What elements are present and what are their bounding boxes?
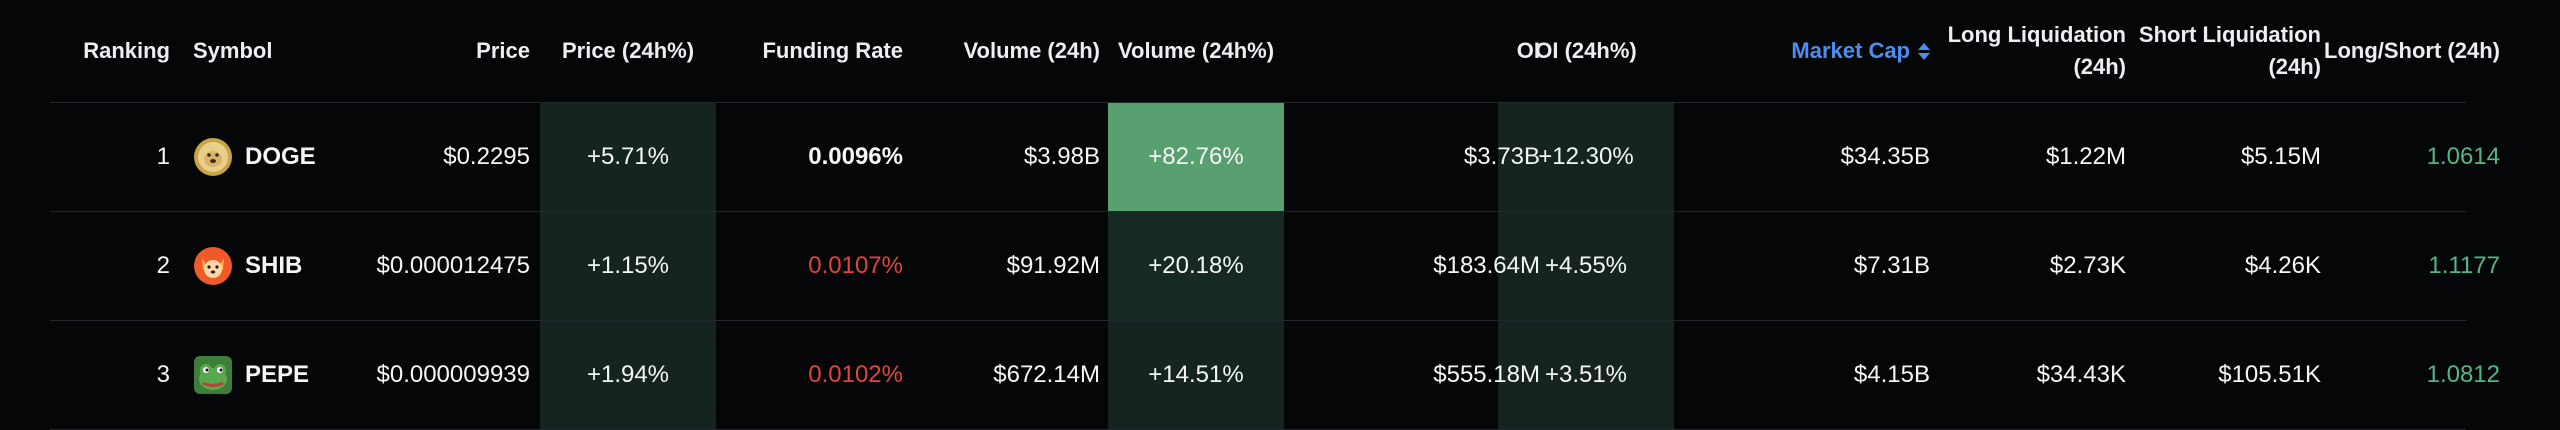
long-liquidation: $1.22M: [2045, 143, 2126, 170]
header-market-cap-label: Market Cap: [1791, 38, 1910, 63]
symbol-name: DOGE: [245, 143, 316, 170]
symbol-cell[interactable]: PEPE: [193, 321, 373, 429]
doge-coin-icon: [194, 138, 232, 176]
price-change: +1.15%: [586, 252, 670, 279]
open-interest: $3.73B: [1463, 143, 1540, 170]
header-market-cap[interactable]: Market Cap: [1690, 0, 1930, 102]
table-header: Ranking Symbol Price Price (24h%) Fundin…: [50, 0, 2500, 103]
price-change: +5.71%: [586, 143, 670, 170]
header-oi[interactable]: OI: [1516, 38, 1540, 63]
header-volume-24h-pct[interactable]: Volume (24h%): [1117, 38, 1275, 63]
market-cap: $7.31B: [1853, 252, 1930, 279]
volume: $91.92M: [1006, 252, 1100, 279]
header-symbol[interactable]: Symbol: [193, 38, 273, 63]
pepe-coin-icon: [194, 356, 232, 394]
volume-change: +14.51%: [1148, 361, 1244, 388]
header-short-liq-line2: (24h): [2268, 54, 2321, 79]
header-funding-rate[interactable]: Funding Rate: [762, 38, 903, 63]
sort-up-down-icon[interactable]: [1918, 42, 1930, 60]
short-liquidation: $4.26K: [2244, 252, 2321, 279]
volume-change: +20.18%: [1148, 252, 1244, 279]
symbol-name: PEPE: [245, 361, 310, 388]
open-interest: $555.18M: [1433, 361, 1540, 388]
short-liquidation: $105.51K: [2218, 361, 2321, 388]
header-short-liq-line1: Short Liquidation: [2138, 22, 2321, 47]
oi-change: +4.55%: [1544, 252, 1628, 279]
symbol-cell[interactable]: SHIB: [193, 212, 373, 320]
header-long-short[interactable]: Long/Short (24h): [2324, 38, 2500, 63]
oi-change: +3.51%: [1544, 361, 1628, 388]
rank: 1: [156, 143, 170, 170]
price-change-shade: [540, 212, 716, 320]
price-change-shade: [540, 321, 716, 429]
market-cap: $4.15B: [1853, 361, 1930, 388]
open-interest: $183.64M: [1433, 252, 1540, 279]
market-cap: $34.35B: [1840, 143, 1930, 170]
long-short-ratio: 1.0812: [2426, 361, 2500, 388]
long-liquidation: $2.73K: [2049, 252, 2126, 279]
volume: $672.14M: [993, 361, 1100, 388]
symbol-cell[interactable]: DOGE: [193, 103, 373, 211]
price-change-shade: [540, 103, 716, 211]
table-row[interactable]: 1 DOGE $0.2295 +5.71% 0.0096% $3.98B +82…: [50, 103, 2500, 212]
shib-coin-icon: [194, 247, 232, 285]
oi-change: +12.30%: [1538, 143, 1634, 170]
price: $0.2295: [443, 143, 530, 170]
table-row[interactable]: 2 SHIB $0.000012475 +1.15% 0.0107% $91.9…: [50, 212, 2500, 321]
rank: 2: [156, 252, 170, 279]
table-row[interactable]: 3 PEPE $0.000009939 +1.94% 0.0102% $672.…: [50, 321, 2500, 430]
oi-change-shade: [1498, 103, 1674, 211]
price: $0.000009939: [376, 361, 531, 388]
volume: $3.98B: [1023, 143, 1100, 170]
funding-rate: 0.0102%: [808, 361, 903, 388]
symbol-name: SHIB: [245, 252, 303, 279]
rank: 3: [156, 361, 170, 388]
price: $0.000012475: [376, 252, 531, 279]
header-volume-24h[interactable]: Volume (24h): [963, 38, 1100, 63]
header-price[interactable]: Price: [476, 38, 530, 63]
price-change: +1.94%: [586, 361, 670, 388]
funding-rate: 0.0107%: [808, 252, 903, 279]
volume-change-shade: [1108, 212, 1284, 320]
volume-change-shade: [1108, 103, 1284, 211]
oi-change-shade: [1498, 321, 1674, 429]
long-short-ratio: 1.0614: [2426, 143, 2500, 170]
coin-table: Ranking Symbol Price Price (24h%) Fundin…: [50, 0, 2500, 430]
volume-change: +82.76%: [1148, 143, 1244, 170]
volume-change-shade: [1108, 321, 1284, 429]
long-short-ratio: 1.1177: [2428, 252, 2500, 279]
header-oi-24h[interactable]: OI (24h%): [1535, 38, 1637, 63]
header-ranking[interactable]: Ranking: [83, 38, 170, 63]
header-long-liq-line1: Long Liquidation: [1947, 22, 2126, 47]
header-price-24h[interactable]: Price (24h%): [561, 38, 695, 63]
header-long-liq-line2: (24h): [2073, 54, 2126, 79]
header-short-liquidation[interactable]: Short Liquidation (24h): [2100, 0, 2321, 102]
oi-change-shade: [1498, 212, 1674, 320]
short-liquidation: $5.15M: [2240, 143, 2321, 170]
header-long-liquidation[interactable]: Long Liquidation (24h): [1910, 0, 2126, 102]
funding-rate: 0.0096%: [808, 143, 903, 170]
long-liquidation: $34.43K: [2036, 361, 2126, 388]
